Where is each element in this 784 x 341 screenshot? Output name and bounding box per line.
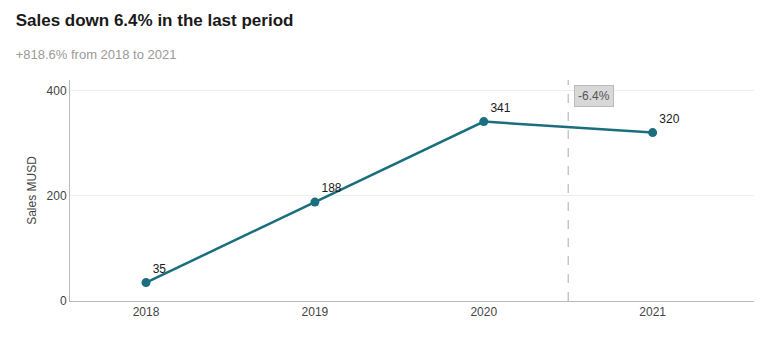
svg-text:+818.6% from 2018 to 2021: +818.6% from 2018 to 2021 bbox=[16, 47, 177, 62]
svg-text:188: 188 bbox=[322, 181, 342, 195]
svg-text:Sales MUSD: Sales MUSD bbox=[25, 156, 39, 225]
svg-text:341: 341 bbox=[490, 101, 510, 115]
svg-text:320: 320 bbox=[659, 112, 679, 126]
svg-text:200: 200 bbox=[47, 189, 67, 203]
svg-text:Sales down 6.4% in the last pe: Sales down 6.4% in the last period bbox=[16, 11, 294, 30]
svg-text:400: 400 bbox=[47, 84, 67, 98]
svg-text:2018: 2018 bbox=[133, 305, 160, 319]
svg-text:0: 0 bbox=[60, 294, 67, 308]
svg-text:35: 35 bbox=[153, 262, 167, 276]
svg-text:2019: 2019 bbox=[302, 305, 329, 319]
svg-text:-6.4%: -6.4% bbox=[578, 89, 610, 103]
svg-text:2020: 2020 bbox=[470, 305, 497, 319]
svg-text:2021: 2021 bbox=[639, 305, 666, 319]
